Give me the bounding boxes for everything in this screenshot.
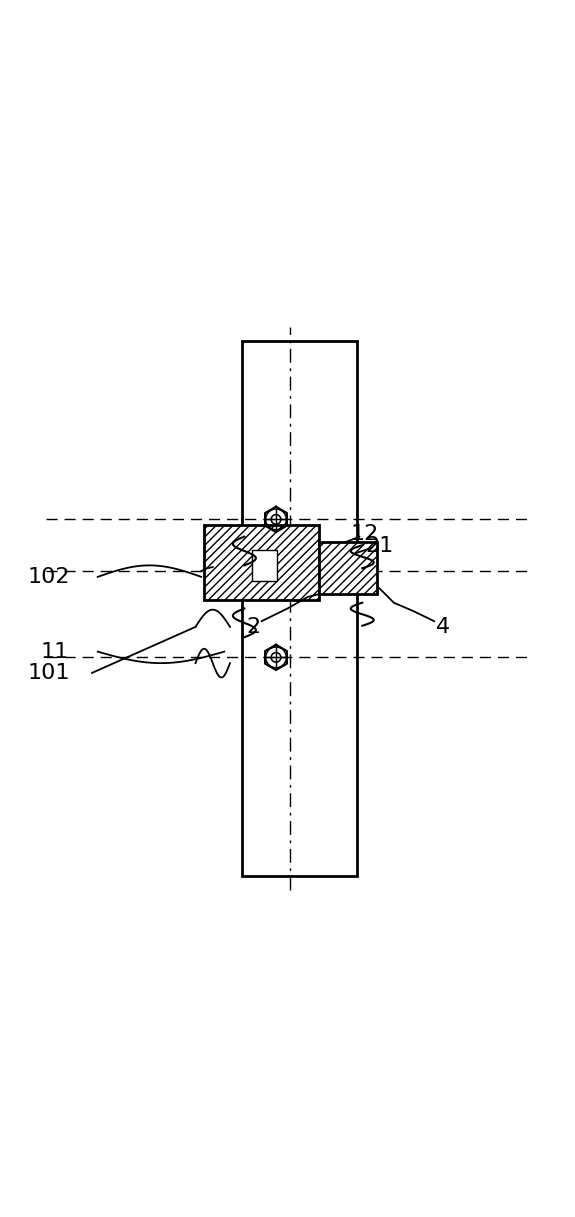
Text: 11: 11 (40, 641, 69, 662)
Text: 21: 21 (365, 537, 394, 556)
Text: 4: 4 (436, 617, 450, 636)
Bar (319, 543, 377, 594)
Text: 2: 2 (246, 617, 260, 636)
Bar (242, 341, 356, 876)
Text: 101: 101 (28, 663, 70, 683)
Bar (252, 550, 278, 582)
Text: 12: 12 (351, 523, 380, 544)
Text: 102: 102 (28, 567, 70, 587)
Bar (204, 525, 319, 600)
